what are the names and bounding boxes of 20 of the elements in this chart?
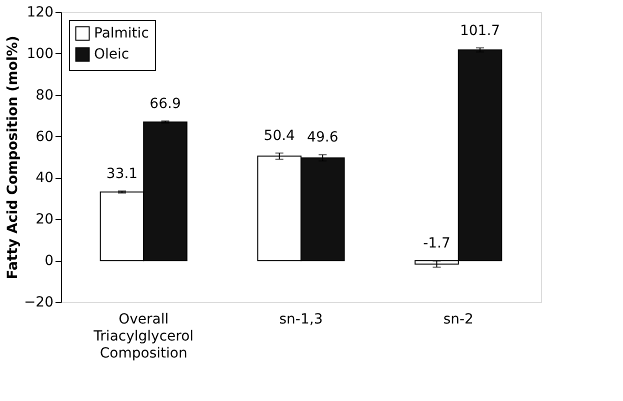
y-tick-label: 40 [36,170,54,186]
data-label: 50.4 [264,128,296,144]
y-tick-label: 20 [36,212,54,228]
data-label: -1.7 [423,236,450,252]
legend-label: Palmitic [94,26,149,42]
data-label: 101.7 [460,22,500,39]
data-label: 49.6 [307,130,338,146]
y-tick-label: 100 [26,46,54,62]
data-label: 33.1 [106,166,138,182]
y-tick-label: 0 [44,253,54,270]
y-tick-label: 60 [36,128,54,145]
data-label: 66.9 [150,96,181,112]
x-tick-label: Overall Triacylglycerol Composition [92,312,194,362]
y-tick-label: 80 [36,87,54,104]
y-tick-label: −20 [24,294,54,310]
y-tick-label: 120 [26,4,54,20]
x-tick-label: sn-1,3 [279,312,323,328]
y-axis-title: Fatty Acid Composition (mol%) [4,36,21,280]
legend-label: Oleic [94,46,130,62]
x-tick-label: sn-2 [443,312,474,328]
